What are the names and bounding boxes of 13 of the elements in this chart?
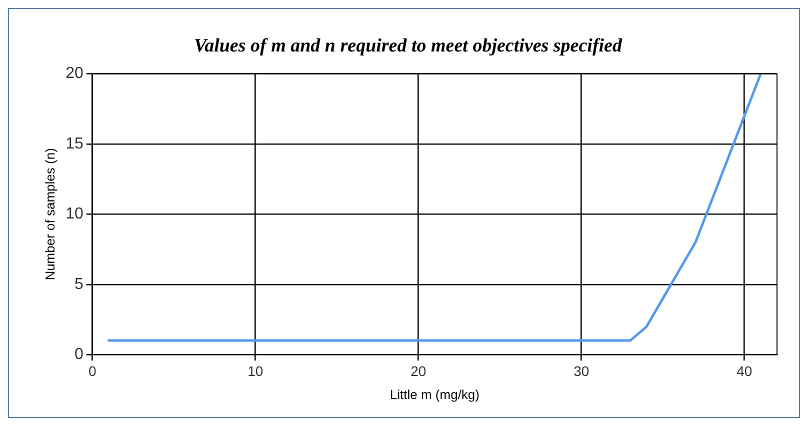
y-tick-label: 0: [74, 346, 84, 364]
y-tick-label: 20: [66, 65, 84, 82]
x-tick-label: 40: [736, 362, 752, 379]
y-tick-label: 15: [66, 135, 84, 152]
chart-title: Values of m and n required to meet objectives specified: [194, 35, 622, 56]
y-axis-title: Number of samples (n): [42, 148, 58, 280]
y-tick-label: 5: [74, 276, 84, 293]
x-tick-label: 30: [574, 362, 590, 379]
x-axis-title: Little m (mg/kg): [390, 386, 480, 402]
x-tick-label: 0: [88, 362, 96, 379]
x-tick-label: 10: [248, 362, 264, 379]
x-tick-label: 20: [410, 362, 426, 379]
y-tick-label: 10: [66, 206, 84, 223]
